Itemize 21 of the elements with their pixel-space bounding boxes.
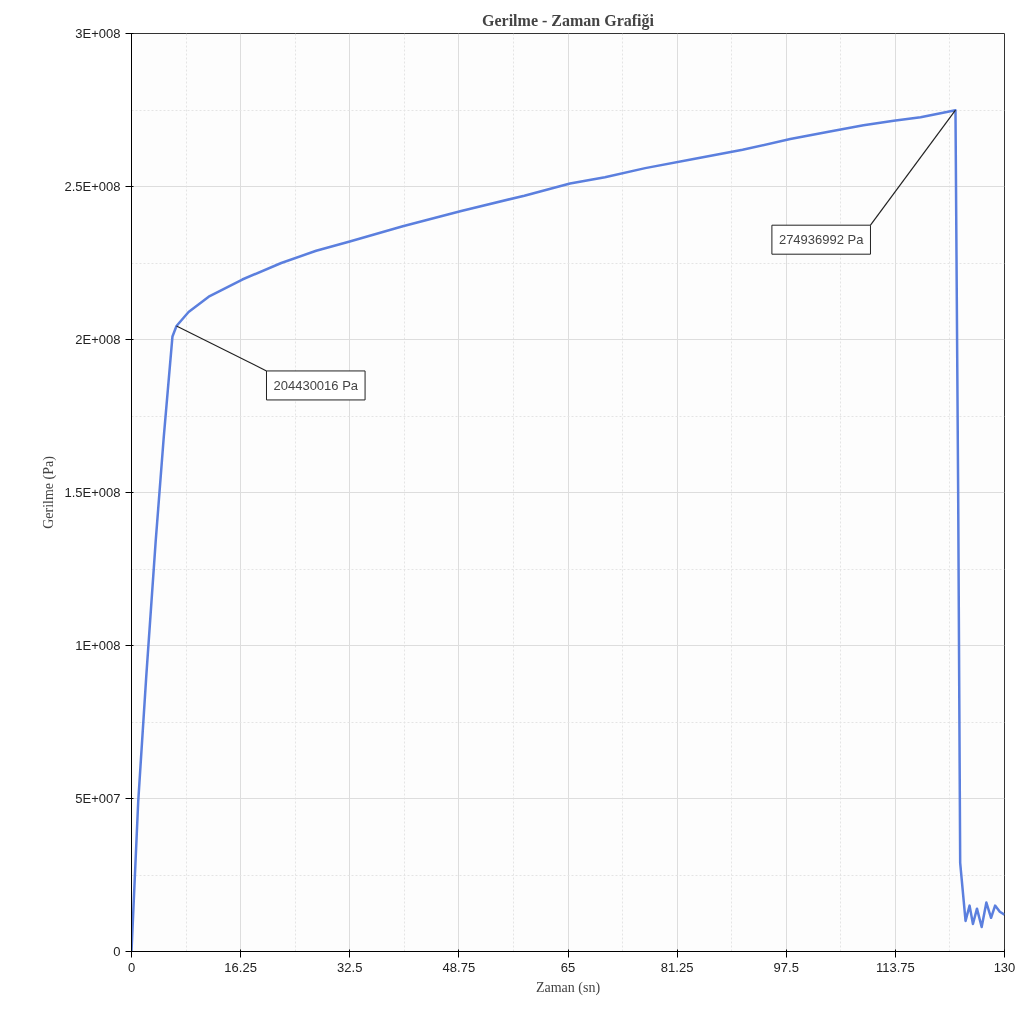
y-tick-label: 2E+008 [75,332,121,347]
y-axis-title: Gerilme (Pa) [41,455,58,529]
annotation: 274936992 Pa [778,232,865,248]
y-tick-label: 5E+007 [75,791,121,806]
x-tick-label: 113.75 [875,959,915,975]
x-tick-label: 81.25 [660,959,694,975]
x-tick-label: 32.5 [337,959,363,975]
x-axis-title: Zaman (sn) [535,979,601,996]
chart-title: Gerilme - Zaman Grafiği [482,11,655,30]
y-tick-label: 2.5E+008 [64,179,121,194]
x-tick-label: 65 [560,959,576,975]
y-tick-label: 0 [113,944,121,959]
annotation: 204430016 Pa [273,377,359,393]
x-tick-label: 130 [993,959,1016,975]
y-tick-label: 1E+008 [75,638,121,653]
x-tick-label: 0 [127,959,136,975]
x-tick-label: 16.25 [224,959,257,975]
y-tick-label: 1.5E+008 [64,485,121,500]
x-tick-label: 48.75 [442,959,476,975]
x-tick-label: 97.5 [773,959,799,975]
y-tick-label: 3E+008 [75,26,121,41]
